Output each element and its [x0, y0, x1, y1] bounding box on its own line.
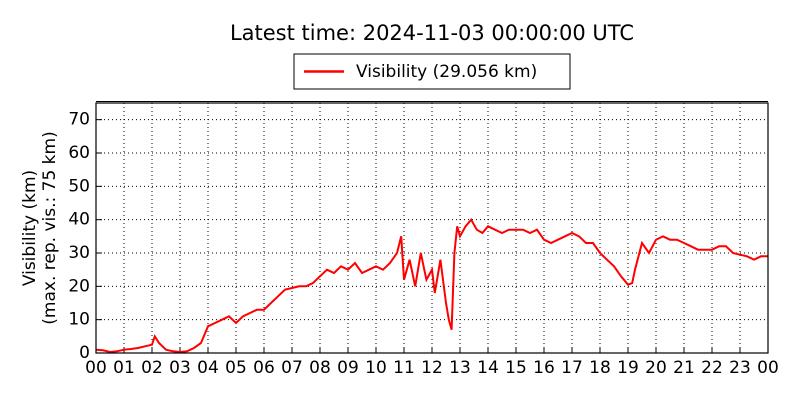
y-tick-label: 70 — [68, 110, 90, 130]
x-tick-label: 21 — [673, 358, 695, 378]
x-tick-label: 16 — [533, 358, 555, 378]
y-tick-label: 0 — [79, 343, 90, 363]
x-tick-label: 07 — [281, 358, 303, 378]
x-tick-label: 17 — [561, 358, 583, 378]
x-tick-label: 23 — [729, 358, 751, 378]
x-tick-label: 06 — [253, 358, 275, 378]
x-tick-label: 15 — [505, 358, 527, 378]
x-tick-label: 01 — [113, 358, 135, 378]
x-tick-label: 18 — [589, 358, 611, 378]
x-tick-label: 22 — [701, 358, 723, 378]
y-axis-label: (max. rep. vis.: 75 km) — [40, 131, 60, 324]
plot-frame — [95, 102, 769, 354]
y-tick-label: 20 — [68, 276, 90, 296]
y-tick-label: 50 — [68, 176, 90, 196]
x-tick-label: 19 — [617, 358, 639, 378]
y-tick-label: 30 — [68, 243, 90, 263]
x-tick-label: 10 — [365, 358, 387, 378]
legend-label: Visibility (29.056 km) — [356, 62, 537, 82]
x-tick-label: 03 — [169, 358, 191, 378]
x-tick-label: 00 — [757, 358, 779, 378]
y-tick-label: 10 — [68, 310, 90, 330]
chart-title: Latest time: 2024-11-03 00:00:00 UTC — [230, 21, 634, 45]
y-tick-label: 40 — [68, 210, 90, 230]
x-tick-label: 11 — [393, 358, 415, 378]
x-tick-label: 13 — [449, 358, 471, 378]
x-tick-label: 12 — [421, 358, 443, 378]
x-tick-label: 08 — [309, 358, 331, 378]
line — [95, 217, 768, 354]
x-tick-label: 05 — [225, 358, 247, 378]
x-tick-label: 04 — [197, 358, 219, 378]
x-tick-label: 09 — [337, 358, 359, 378]
x-tick-label: 02 — [141, 358, 163, 378]
x-tick-label: 00 — [85, 358, 107, 378]
x-tick-label: 14 — [477, 358, 499, 378]
y-axis-label: Visibility (km) — [20, 170, 40, 286]
y-tick-label: 60 — [68, 143, 90, 163]
x-tick-label: 20 — [645, 358, 667, 378]
